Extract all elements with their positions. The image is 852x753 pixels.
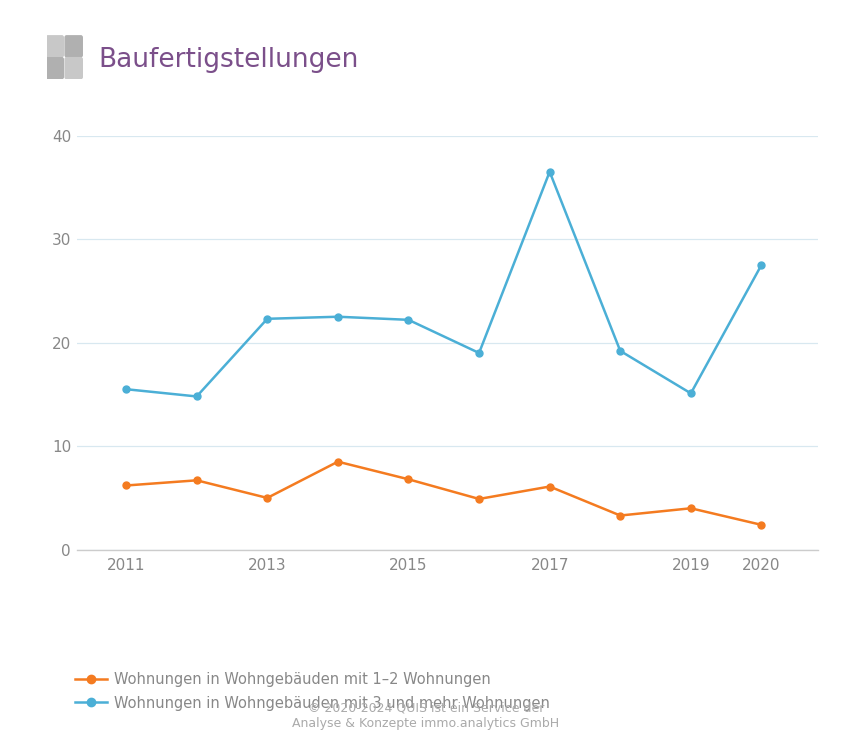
FancyBboxPatch shape — [46, 36, 63, 56]
FancyBboxPatch shape — [65, 36, 83, 56]
FancyBboxPatch shape — [65, 58, 83, 78]
Legend: Wohnungen in Wohngebäuden mit 1–2 Wohnungen, Wohnungen in Wohngebäuden mit 3 und: Wohnungen in Wohngebäuden mit 1–2 Wohnun… — [69, 666, 556, 716]
Text: © 2020-2024 QUIS ist ein Service der: © 2020-2024 QUIS ist ein Service der — [308, 702, 544, 715]
Text: Analyse & Konzepte immo.analytics GmbH: Analyse & Konzepte immo.analytics GmbH — [292, 717, 560, 730]
Text: Baufertigstellungen: Baufertigstellungen — [98, 47, 359, 73]
FancyBboxPatch shape — [46, 58, 63, 78]
